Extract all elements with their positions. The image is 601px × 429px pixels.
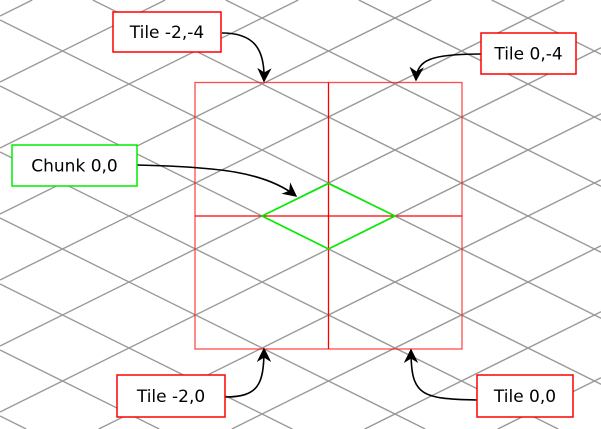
arrow-tile-m2-m4 [221,32,272,83]
grid-line [0,217,426,429]
label-tile-0-0: Tile 0,0 [476,374,574,418]
grid-line [491,0,601,55]
grid-line [0,283,293,429]
chunk-diamond [260,182,397,250]
arrow-tile-m2-0 [224,347,272,398]
grid-line [0,151,559,429]
label-tile-m2-m4: Tile -2,-4 [112,11,222,53]
arrow-tile-0-m4 [409,53,482,82]
grid-line [0,0,565,281]
grid-line [225,0,601,187]
grid-line [0,19,601,319]
label-text: Tile -2,-4 [129,23,204,43]
grid-line [364,311,601,429]
grid-line [0,0,299,149]
label-tile-0-m4: Tile 0,-4 [480,32,577,75]
label-text: Tile -2,0 [136,387,205,407]
arrows [136,32,482,401]
arrow-chunk-0-0 [136,164,298,197]
grid-line [0,415,27,429]
grid-line [0,0,33,17]
label-tile-m2-0: Tile -2,0 [116,374,226,418]
label-text: Tile 0,-4 [493,45,562,65]
grid-line [231,245,601,429]
tile-boundaries [194,81,463,350]
label-text: Chunk 0,0 [31,157,117,177]
label-text: Tile 0,0 [493,387,556,407]
label-chunk-0-0: Chunk 0,0 [11,144,138,187]
grid-line [0,113,601,413]
arrow-tile-0-0 [403,348,478,401]
grid-line [358,0,601,121]
